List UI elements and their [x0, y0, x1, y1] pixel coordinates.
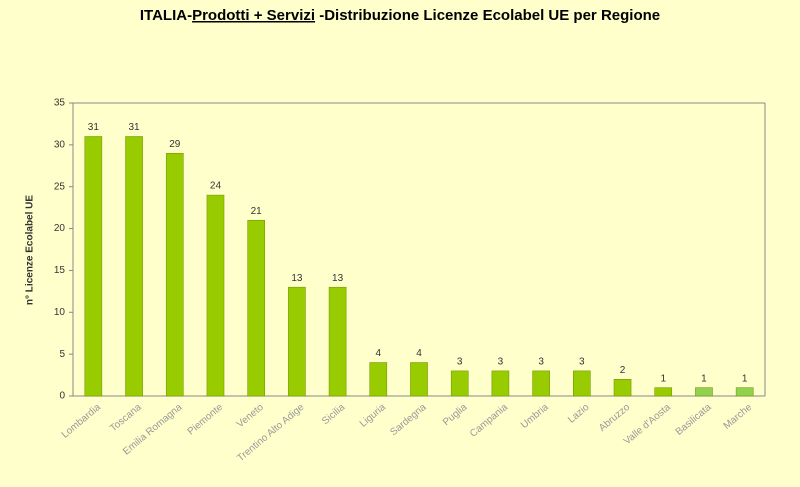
- title-part: -Distribuzione Licenze Ecolabel UE per R…: [315, 7, 660, 24]
- data-label: 3: [579, 357, 585, 368]
- data-label: 4: [416, 348, 422, 359]
- bar: [410, 362, 428, 397]
- bar: [84, 136, 103, 397]
- bar: [613, 379, 632, 397]
- data-label: 4: [376, 348, 382, 359]
- bar: [247, 219, 265, 397]
- data-label: 13: [291, 273, 303, 284]
- bar: [654, 387, 673, 397]
- bar: [328, 286, 347, 397]
- data-label: 31: [88, 122, 100, 133]
- data-label: 13: [332, 273, 344, 284]
- data-label: 24: [210, 181, 222, 192]
- bar: [369, 362, 388, 397]
- data-label: 31: [128, 122, 140, 133]
- bar: [573, 370, 591, 397]
- title-part: Prodotti + Servizi: [192, 7, 315, 24]
- data-label: 1: [660, 373, 666, 384]
- y-tick-label: 10: [54, 307, 66, 318]
- bar: [288, 286, 306, 397]
- y-tick-label: 20: [54, 223, 66, 234]
- chart-title: ITALIA-Prodotti + Servizi -Distribuzione…: [140, 7, 660, 24]
- y-tick-label: 0: [59, 391, 65, 402]
- y-tick-label: 5: [59, 349, 65, 360]
- y-tick-label: 15: [54, 265, 66, 276]
- y-tick-label: 30: [54, 139, 66, 150]
- data-label: 3: [498, 357, 504, 368]
- y-axis-label: n° Licenze Ecolabel UE: [25, 195, 36, 305]
- data-label: 2: [620, 365, 626, 376]
- data-label: 1: [701, 373, 707, 384]
- y-tick-label: 25: [54, 181, 66, 192]
- data-label: 29: [169, 139, 181, 150]
- bar: [165, 152, 184, 397]
- title-part: ITALIA-: [140, 7, 192, 24]
- y-tick-label: 35: [54, 98, 66, 109]
- bar: [491, 370, 510, 397]
- data-label: 1: [742, 373, 748, 384]
- data-label: 3: [457, 357, 463, 368]
- bar: [450, 370, 469, 397]
- data-label: 21: [251, 206, 263, 217]
- bar: [695, 387, 713, 397]
- bar: [125, 136, 143, 397]
- bar: [735, 387, 754, 397]
- data-label: 3: [538, 357, 544, 368]
- bar: [206, 194, 225, 397]
- bar: [532, 370, 550, 397]
